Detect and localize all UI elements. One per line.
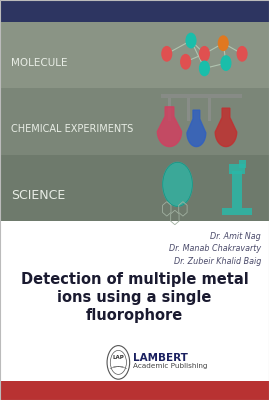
Polygon shape	[187, 110, 206, 146]
Bar	[0, 381, 269, 400]
Circle shape	[163, 162, 192, 206]
Bar	[208, 98, 211, 121]
Circle shape	[200, 47, 209, 61]
Bar	[161, 94, 242, 98]
Bar	[187, 98, 190, 121]
Polygon shape	[215, 108, 237, 146]
Text: Academic Publishing: Academic Publishing	[133, 363, 208, 370]
Circle shape	[237, 47, 247, 61]
Bar	[239, 160, 246, 168]
Bar	[0, 0, 269, 22]
Bar	[229, 164, 245, 174]
Text: Detection of multiple metal
ions using a single
fluorophore: Detection of multiple metal ions using a…	[21, 272, 248, 323]
Circle shape	[218, 36, 228, 50]
Polygon shape	[157, 107, 182, 146]
Circle shape	[186, 33, 196, 48]
Bar	[232, 171, 242, 208]
Text: LAMBERT: LAMBERT	[133, 353, 188, 362]
Circle shape	[162, 47, 172, 61]
Text: SCIENCE: SCIENCE	[11, 189, 65, 202]
Bar	[0, 154, 269, 221]
Text: Dr. Amit Nag
Dr. Manab Chakravarty
Dr. Zubeir Khalid Baig: Dr. Amit Nag Dr. Manab Chakravarty Dr. Z…	[169, 232, 261, 266]
Bar	[0, 22, 269, 88]
Circle shape	[181, 54, 190, 69]
Bar	[168, 98, 171, 121]
Text: MOLECULE: MOLECULE	[11, 58, 67, 68]
Text: CHEMICAL EXPERIMENTS: CHEMICAL EXPERIMENTS	[11, 124, 133, 134]
Bar	[0, 88, 269, 154]
Circle shape	[221, 56, 231, 70]
Bar	[222, 208, 252, 216]
Circle shape	[200, 61, 209, 76]
Text: LAP: LAP	[112, 355, 124, 360]
Bar	[0, 221, 269, 381]
